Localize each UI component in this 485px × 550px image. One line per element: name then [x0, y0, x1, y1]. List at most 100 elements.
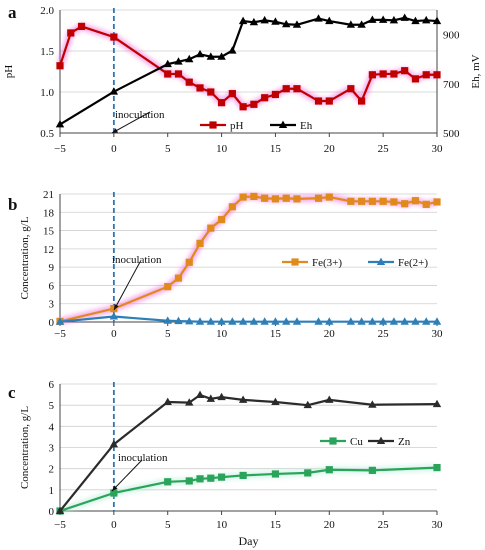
data-point [217, 52, 226, 60]
legend-marker [376, 257, 386, 265]
x-tick-label: 10 [216, 328, 228, 340]
y-axis-label: Concentration, g/L [19, 216, 31, 299]
data-point [282, 85, 290, 93]
data-point [314, 97, 323, 105]
data-point [249, 317, 259, 325]
data-point [314, 194, 323, 202]
data-point [400, 317, 409, 325]
data-point [238, 317, 248, 325]
x-tick-label: 25 [378, 519, 390, 531]
data-point [357, 20, 366, 28]
data-point [325, 97, 333, 105]
data-point [55, 119, 65, 128]
y-tick-label: 6 [49, 280, 55, 292]
data-point [325, 317, 334, 325]
x-tick-label: 0 [111, 328, 117, 340]
data-point [389, 15, 399, 24]
data-point [422, 317, 431, 325]
data-point [379, 197, 387, 205]
data-point [217, 392, 226, 401]
y-axis-label: Concentration, g/L [19, 406, 31, 489]
data-point [432, 16, 442, 25]
x-axis-label: Day [239, 534, 259, 548]
data-point [185, 398, 194, 406]
data-point [282, 317, 291, 325]
data-point [174, 57, 183, 65]
data-point [110, 489, 118, 497]
data-point [55, 506, 65, 514]
y-tick-label: 12 [43, 244, 54, 256]
data-point [260, 15, 269, 24]
data-point [292, 317, 302, 325]
x-tick-label: 10 [216, 519, 228, 531]
data-point [378, 317, 388, 325]
data-point [358, 197, 366, 205]
data-point [368, 466, 376, 474]
data-point [109, 439, 119, 448]
data-point [67, 29, 75, 37]
legend-label: Fe(3+) [312, 257, 342, 269]
x-tick-label: 15 [270, 143, 282, 155]
y-tick-label: 15 [43, 226, 55, 238]
data-point [217, 216, 226, 224]
panel-label: a [8, 3, 17, 22]
data-point [432, 317, 442, 325]
data-point [249, 17, 259, 26]
data-point [411, 75, 420, 83]
data-point [261, 94, 269, 102]
data-point [390, 198, 398, 206]
x-tick-label: 5 [165, 519, 171, 531]
data-point [185, 54, 194, 63]
data-point [347, 85, 355, 93]
data-point [109, 312, 119, 320]
data-point [304, 469, 312, 477]
data-point [401, 200, 409, 208]
data-point [346, 20, 356, 28]
x-tick-label: 0 [111, 143, 117, 155]
data-point [293, 195, 301, 203]
y-tick-label: 4 [49, 421, 55, 433]
y-tick-label: 1.0 [40, 87, 54, 99]
data-point [164, 478, 172, 486]
data-point [164, 70, 172, 78]
y-tick-label: 3 [49, 443, 55, 455]
data-point [238, 16, 248, 25]
data-point [110, 33, 118, 41]
legend-label: Zn [398, 436, 411, 448]
data-point [368, 400, 377, 408]
data-point [206, 52, 215, 60]
data-point [260, 317, 269, 325]
annotation-label: inoculation [118, 452, 168, 464]
data-point [206, 394, 215, 402]
data-point [174, 70, 183, 78]
annotation-label: inoculation [112, 254, 162, 266]
data-point [379, 70, 387, 78]
data-point [228, 203, 236, 211]
data-point [411, 317, 420, 325]
legend-label: Cu [350, 436, 363, 448]
data-point [271, 17, 280, 25]
data-point [357, 317, 366, 325]
data-point [217, 473, 226, 481]
data-point [271, 317, 280, 325]
x-tick-label: 5 [165, 328, 171, 340]
x-tick-label: 10 [216, 143, 228, 155]
data-point [389, 317, 399, 325]
y-tick-label: 3 [49, 299, 55, 311]
data-point [433, 71, 441, 79]
legend-label: Eh [300, 120, 313, 132]
data-point [217, 99, 226, 107]
data-point [368, 71, 376, 79]
data-point [174, 274, 183, 282]
annotation-arrow [113, 261, 141, 311]
data-point [250, 100, 258, 108]
annotation-arrow [111, 111, 151, 134]
data-point [271, 470, 280, 478]
data-point [390, 70, 398, 78]
y-tick-label: 0 [49, 317, 55, 329]
data-point [195, 390, 205, 399]
legend-label: Fe(2+) [398, 257, 428, 269]
x-tick-label: −5 [54, 519, 66, 531]
